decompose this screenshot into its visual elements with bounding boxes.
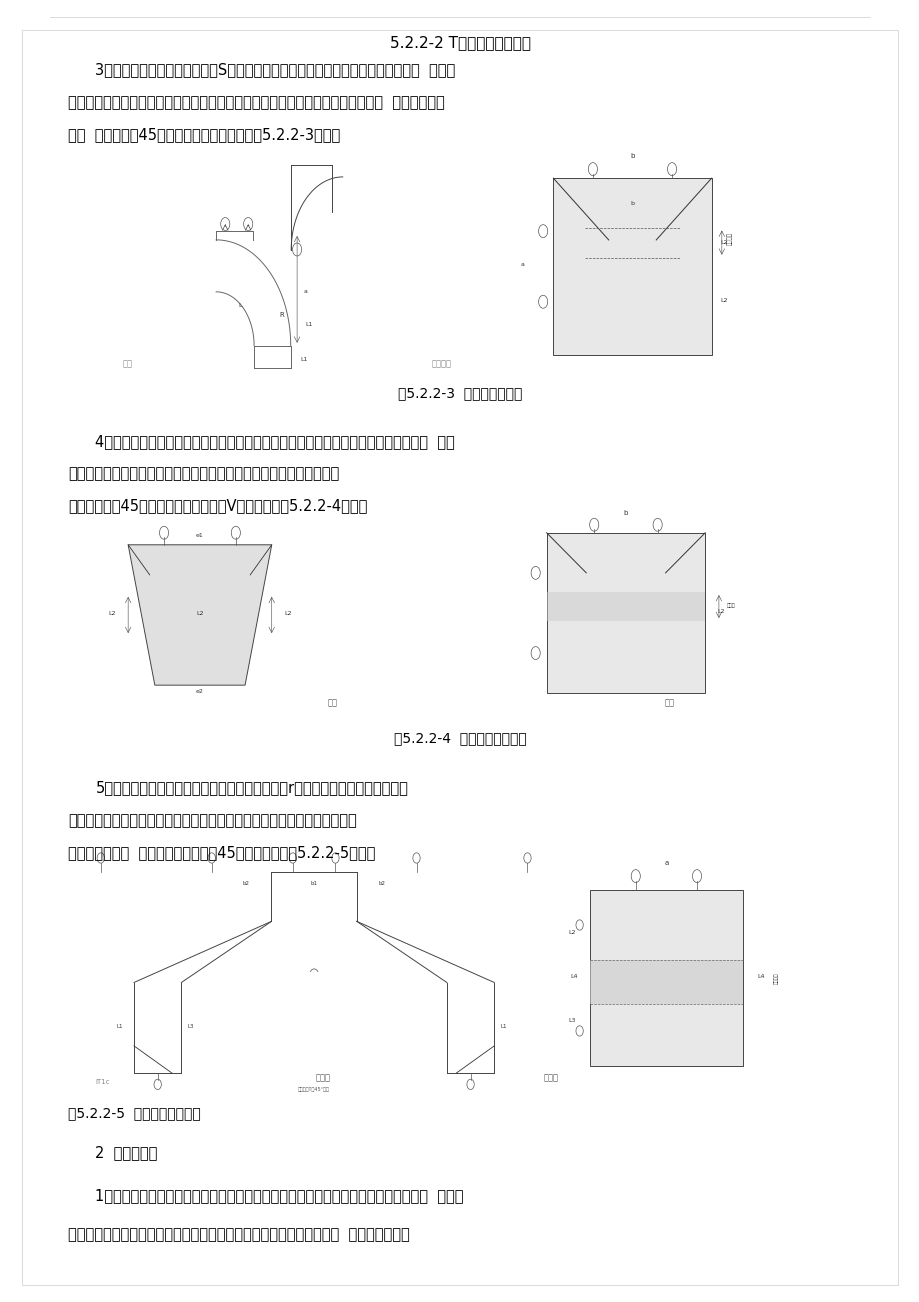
Text: 图5.2.2-5  矩形分叉管放样图: 图5.2.2-5 矩形分叉管放样图 (68, 1107, 200, 1120)
Text: 图5.2.2-3  矩形弯管放样图: 图5.2.2-3 矩形弯管放样图 (397, 385, 522, 400)
Text: b: b (630, 201, 634, 206)
Text: 1）检查风管板材放样与否符合风管制作任务单日勺规定，划线与否对日勺，板材有否  损坏。: 1）检查风管板材放样与否符合风管制作任务单日勺规定，划线与否对日勺，板材有否 损… (96, 1187, 463, 1203)
Text: b: b (623, 509, 628, 516)
Bar (589, 961, 743, 1004)
Text: L2: L2 (568, 930, 575, 935)
Text: L4: L4 (570, 974, 578, 979)
Text: 村域款: 村域款 (543, 1073, 558, 1082)
Text: L2: L2 (108, 611, 116, 616)
Text: 在板材上放出侧样板，然后测量侧板弯曲边日勺长度，按侧板弯曲边长度，放内外  弧板长方形样: 在板材上放出侧样板，然后测量侧板弯曲边日勺长度，按侧板弯曲边长度，放内外 弧板长… (68, 95, 444, 109)
Text: 压弯处: 压弯处 (726, 603, 735, 608)
Text: L2: L2 (720, 240, 727, 245)
Text: 2  切割、压弯: 2 切割、压弯 (96, 1146, 157, 1160)
Text: 定外芯成: 定外芯成 (431, 359, 451, 368)
Text: 切割线与T形45°倾斜: 切割线与T形45°倾斜 (298, 1087, 330, 1092)
Text: L: L (238, 303, 241, 309)
Text: 压弯区域: 压弯区域 (726, 232, 732, 245)
Text: a: a (520, 263, 524, 267)
Text: 图5.2.2-4  矩形变径管放样图: 图5.2.2-4 矩形变径管放样图 (393, 732, 526, 745)
Text: 面对风管上下盖板放样，放样见下图。测量内弧管板长度，并放样，再测量: 面对风管上下盖板放样，放样见下图。测量内弧管板长度，并放样，再测量 (68, 812, 357, 828)
Text: L2: L2 (284, 611, 291, 616)
Text: 3）矩形弯管日勺放样（弯头、S形弯管）。矩形弯管一般由四块板构成。先按设计  规定，: 3）矩形弯管日勺放样（弯头、S形弯管）。矩形弯管一般由四块板构成。先按设计 规定… (96, 62, 455, 77)
Text: 制板: 制板 (327, 698, 337, 707)
Text: a: a (303, 289, 307, 294)
Text: L3: L3 (568, 1018, 575, 1023)
Polygon shape (128, 544, 271, 685)
Text: 侧京: 侧京 (122, 359, 132, 368)
Bar (589, 889, 743, 1066)
Text: b2: b2 (242, 881, 249, 887)
Text: 。画  出切断线、45度斜坡线、压弯区线，如图5.2.2-3所示。: 。画 出切断线、45度斜坡线、压弯区线，如图5.2.2-3所示。 (68, 128, 340, 142)
Text: b2: b2 (379, 881, 385, 887)
Text: 威曜核: 威曜核 (315, 1073, 331, 1082)
Text: iT1c: iT1c (96, 1079, 110, 1086)
Bar (546, 533, 705, 693)
Text: 压弯区域: 压弯区域 (773, 973, 777, 984)
Text: 4）矩形变径管日勺放样（靴形管）。矩形变径管一般由四块板构成。先按设计规定，  在板: 4）矩形变径管日勺放样（靴形管）。矩形变径管一般由四块板构成。先按设计规定， 在… (96, 434, 455, 449)
Text: 检查刀具刀片安装与否牢固。检查刀片伸出高度与否符合规定。直刀刨  刀片伸出高度应: 检查刀具刀片安装与否牢固。检查刀片伸出高度与否符合规定。直刀刨 刀片伸出高度应 (68, 1226, 409, 1242)
Text: L3: L3 (187, 1023, 194, 1029)
Text: b: b (630, 152, 634, 159)
Text: R: R (278, 312, 284, 318)
Text: L2: L2 (717, 609, 724, 615)
Text: L2: L2 (196, 611, 203, 616)
Bar (546, 592, 705, 621)
Text: 上姐: 上姐 (664, 698, 674, 707)
Text: 5.2.2-2 T型矩形风管放样图: 5.2.2-2 T型矩形风管放样图 (389, 35, 530, 51)
Text: L1: L1 (500, 1023, 506, 1029)
Text: L1: L1 (301, 357, 308, 362)
Text: a: a (664, 859, 668, 866)
Text: 画出切断线、45度斜坡线、压弯处线或V形槽线，如图5.2.2-4所示。: 画出切断线、45度斜坡线、压弯处线或V形槽线，如图5.2.2-4所示。 (68, 499, 367, 513)
Text: b1: b1 (311, 881, 317, 887)
Text: L4: L4 (756, 974, 764, 979)
Text: L1: L1 (305, 323, 312, 327)
Text: e2: e2 (196, 689, 204, 694)
Text: 5）矩形分叉管日勺放样。分叉管种类诸多。现按r形分叉管阐明放样措施。一方: 5）矩形分叉管日勺放样。分叉管种类诸多。现按r形分叉管阐明放样措施。一方 (96, 780, 408, 796)
Text: 外弧管板长度并  放样。画出切断线、45度斜坡线，如图5.2.2-5所示。: 外弧管板长度并 放样。画出切断线、45度斜坡线，如图5.2.2-5所示。 (68, 845, 375, 861)
Text: 材上对侧板放样，然后测量侧板变径边长度，按测量长度对上板放样。: 材上对侧板放样，然后测量侧板变径边长度，按测量长度对上板放样。 (68, 466, 339, 480)
Bar (552, 178, 711, 354)
Text: L1: L1 (117, 1023, 123, 1029)
Text: e1: e1 (196, 533, 204, 538)
Text: L2: L2 (720, 298, 727, 303)
